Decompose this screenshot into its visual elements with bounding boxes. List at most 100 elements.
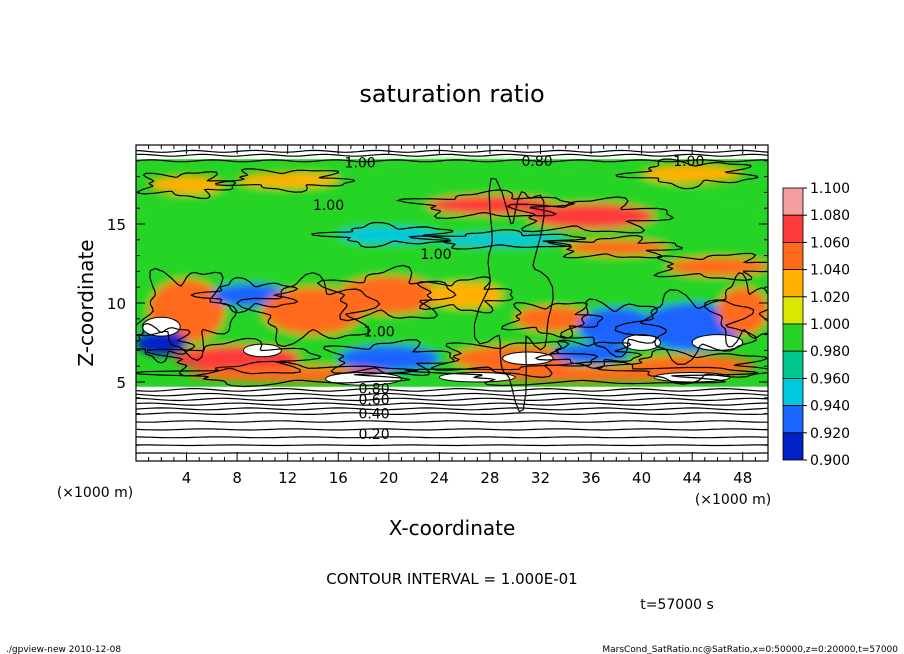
x-tick-label: 16 [329,469,348,487]
contour-loop-25 [405,360,759,387]
contour-lines [136,149,768,454]
contour-loop-23 [593,348,768,385]
colorbar-segment-0 [782,187,804,216]
contour-label-4: 1.00 [420,247,451,263]
region-11 [136,329,187,356]
contour-loop-16 [560,298,667,358]
contour-loop-7 [546,235,683,259]
x-tick-label: 8 [232,469,242,487]
colorbar-label-1: 1.080 [810,208,850,224]
contour-label-1: 0.80 [522,154,553,170]
contour-loop-18 [704,272,768,348]
colorbar-segment-1 [782,214,804,243]
contour-loop-20 [323,338,455,377]
region-13 [262,287,364,335]
contour-line-6 [136,407,768,411]
y-axis-label: Z-coordinate [74,239,98,366]
colorbar-label-8: 0.940 [810,399,850,415]
contour-label-0: 1.00 [345,155,376,171]
contour-loop-15 [501,301,604,339]
x-tick-label: 40 [632,469,651,487]
contour-loop-3 [215,168,356,193]
top-contour-line-1 [136,153,768,157]
x-tick-label: 12 [278,469,297,487]
contour-loop-17 [614,288,757,365]
colorbar-label-3: 1.040 [810,263,850,279]
colorbar-label-4: 1.020 [810,290,850,306]
contour-label-7: 0.60 [358,392,389,408]
time-label: t=57000 s [640,597,714,613]
x-tick-label: 4 [182,469,192,487]
white-patch-2 [325,372,402,386]
contour-loop-central [473,177,554,413]
contour-loop-4 [615,158,759,190]
contour-loop-19 [146,337,322,377]
x-tick-label: 44 [683,469,702,487]
white-patch-0 [141,316,181,337]
y-tick-label: 5 [116,374,126,392]
contour-line-4 [136,420,768,423]
colorbar-segment-5 [782,323,804,352]
contour-loop-22 [534,339,643,370]
colorbar-label-9: 0.920 [810,426,850,442]
contour-line-3 [136,428,768,431]
contour-label-5: 1.00 [364,324,395,340]
contour-line-2 [136,436,768,439]
region-4 [237,171,339,188]
footer-left: ./gpview-new 2010-12-08 [6,645,121,654]
white-patch-3 [502,351,554,366]
x-tick-label: 32 [531,469,550,487]
contour-loop-0 [395,189,576,220]
y-tick-label: 15 [107,216,126,234]
contour-line-9 [136,392,768,397]
contour-line-8 [136,397,768,402]
top-contour-line-2 [136,149,768,153]
contour-loop-11 [189,276,299,314]
contour-line-1 [136,444,768,447]
region-16 [515,306,592,332]
region-6 [338,227,440,243]
contour-line-5 [136,412,768,415]
colorbar-segment-7 [782,377,804,406]
contour-label-3: 1.00 [313,198,344,214]
contour-label-9: 0.20 [358,427,389,443]
region-19 [717,287,768,335]
x-tick-label: 36 [581,469,600,487]
contour-loop-12 [235,271,381,348]
x-unit-label-left: (×1000 m) [57,485,133,501]
contour-loop-24 [136,360,418,388]
x-tick-label: 48 [733,469,752,487]
x-tick-label: 20 [379,469,398,487]
colorbar-label-10: 0.900 [810,453,850,469]
region-14 [338,276,440,315]
colorbar-label-6: 0.980 [810,344,850,360]
contour-line-7 [136,402,768,406]
y-tick-label: 10 [107,295,126,313]
contour-loop-13 [316,264,457,322]
contour-loop-1 [506,196,675,234]
contour-loop-21 [430,340,599,379]
contour-interval-text: CONTOUR INTERVAL = 1.000E-01 [326,570,577,588]
colorbar-segment-9 [782,432,804,461]
colorbar-label-0: 1.100 [810,181,850,197]
top-contour-line-0 [136,159,768,163]
x-unit-label-right: (×1000 m) [695,492,771,508]
contour-labels: 1.00 0.80 1.001.001.001.000.800.600.400.20 [313,154,704,443]
region-7 [439,233,566,247]
contour-loop-10 [136,322,196,364]
x-tick-label: 28 [480,469,499,487]
colorbar-label-2: 1.060 [810,235,850,251]
colorbar-segment-6 [782,350,804,379]
contour-line-10 [136,387,768,392]
contour-loop-6 [408,229,587,250]
contour-label-2: 1.00 [673,154,704,170]
region-23 [553,344,629,364]
contour-label-6: 0.80 [358,381,389,397]
contour-label-8: 0.40 [358,407,389,423]
colorbar-segment-8 [782,405,804,434]
x-axis-label: X-coordinate [389,516,516,540]
footer-right: MarsCond_SatRatio.nc@SatRatio,x=0:50000,… [602,645,898,654]
y-axis: 5 10 15 [107,144,768,462]
colorbar-segment-2 [782,241,804,270]
